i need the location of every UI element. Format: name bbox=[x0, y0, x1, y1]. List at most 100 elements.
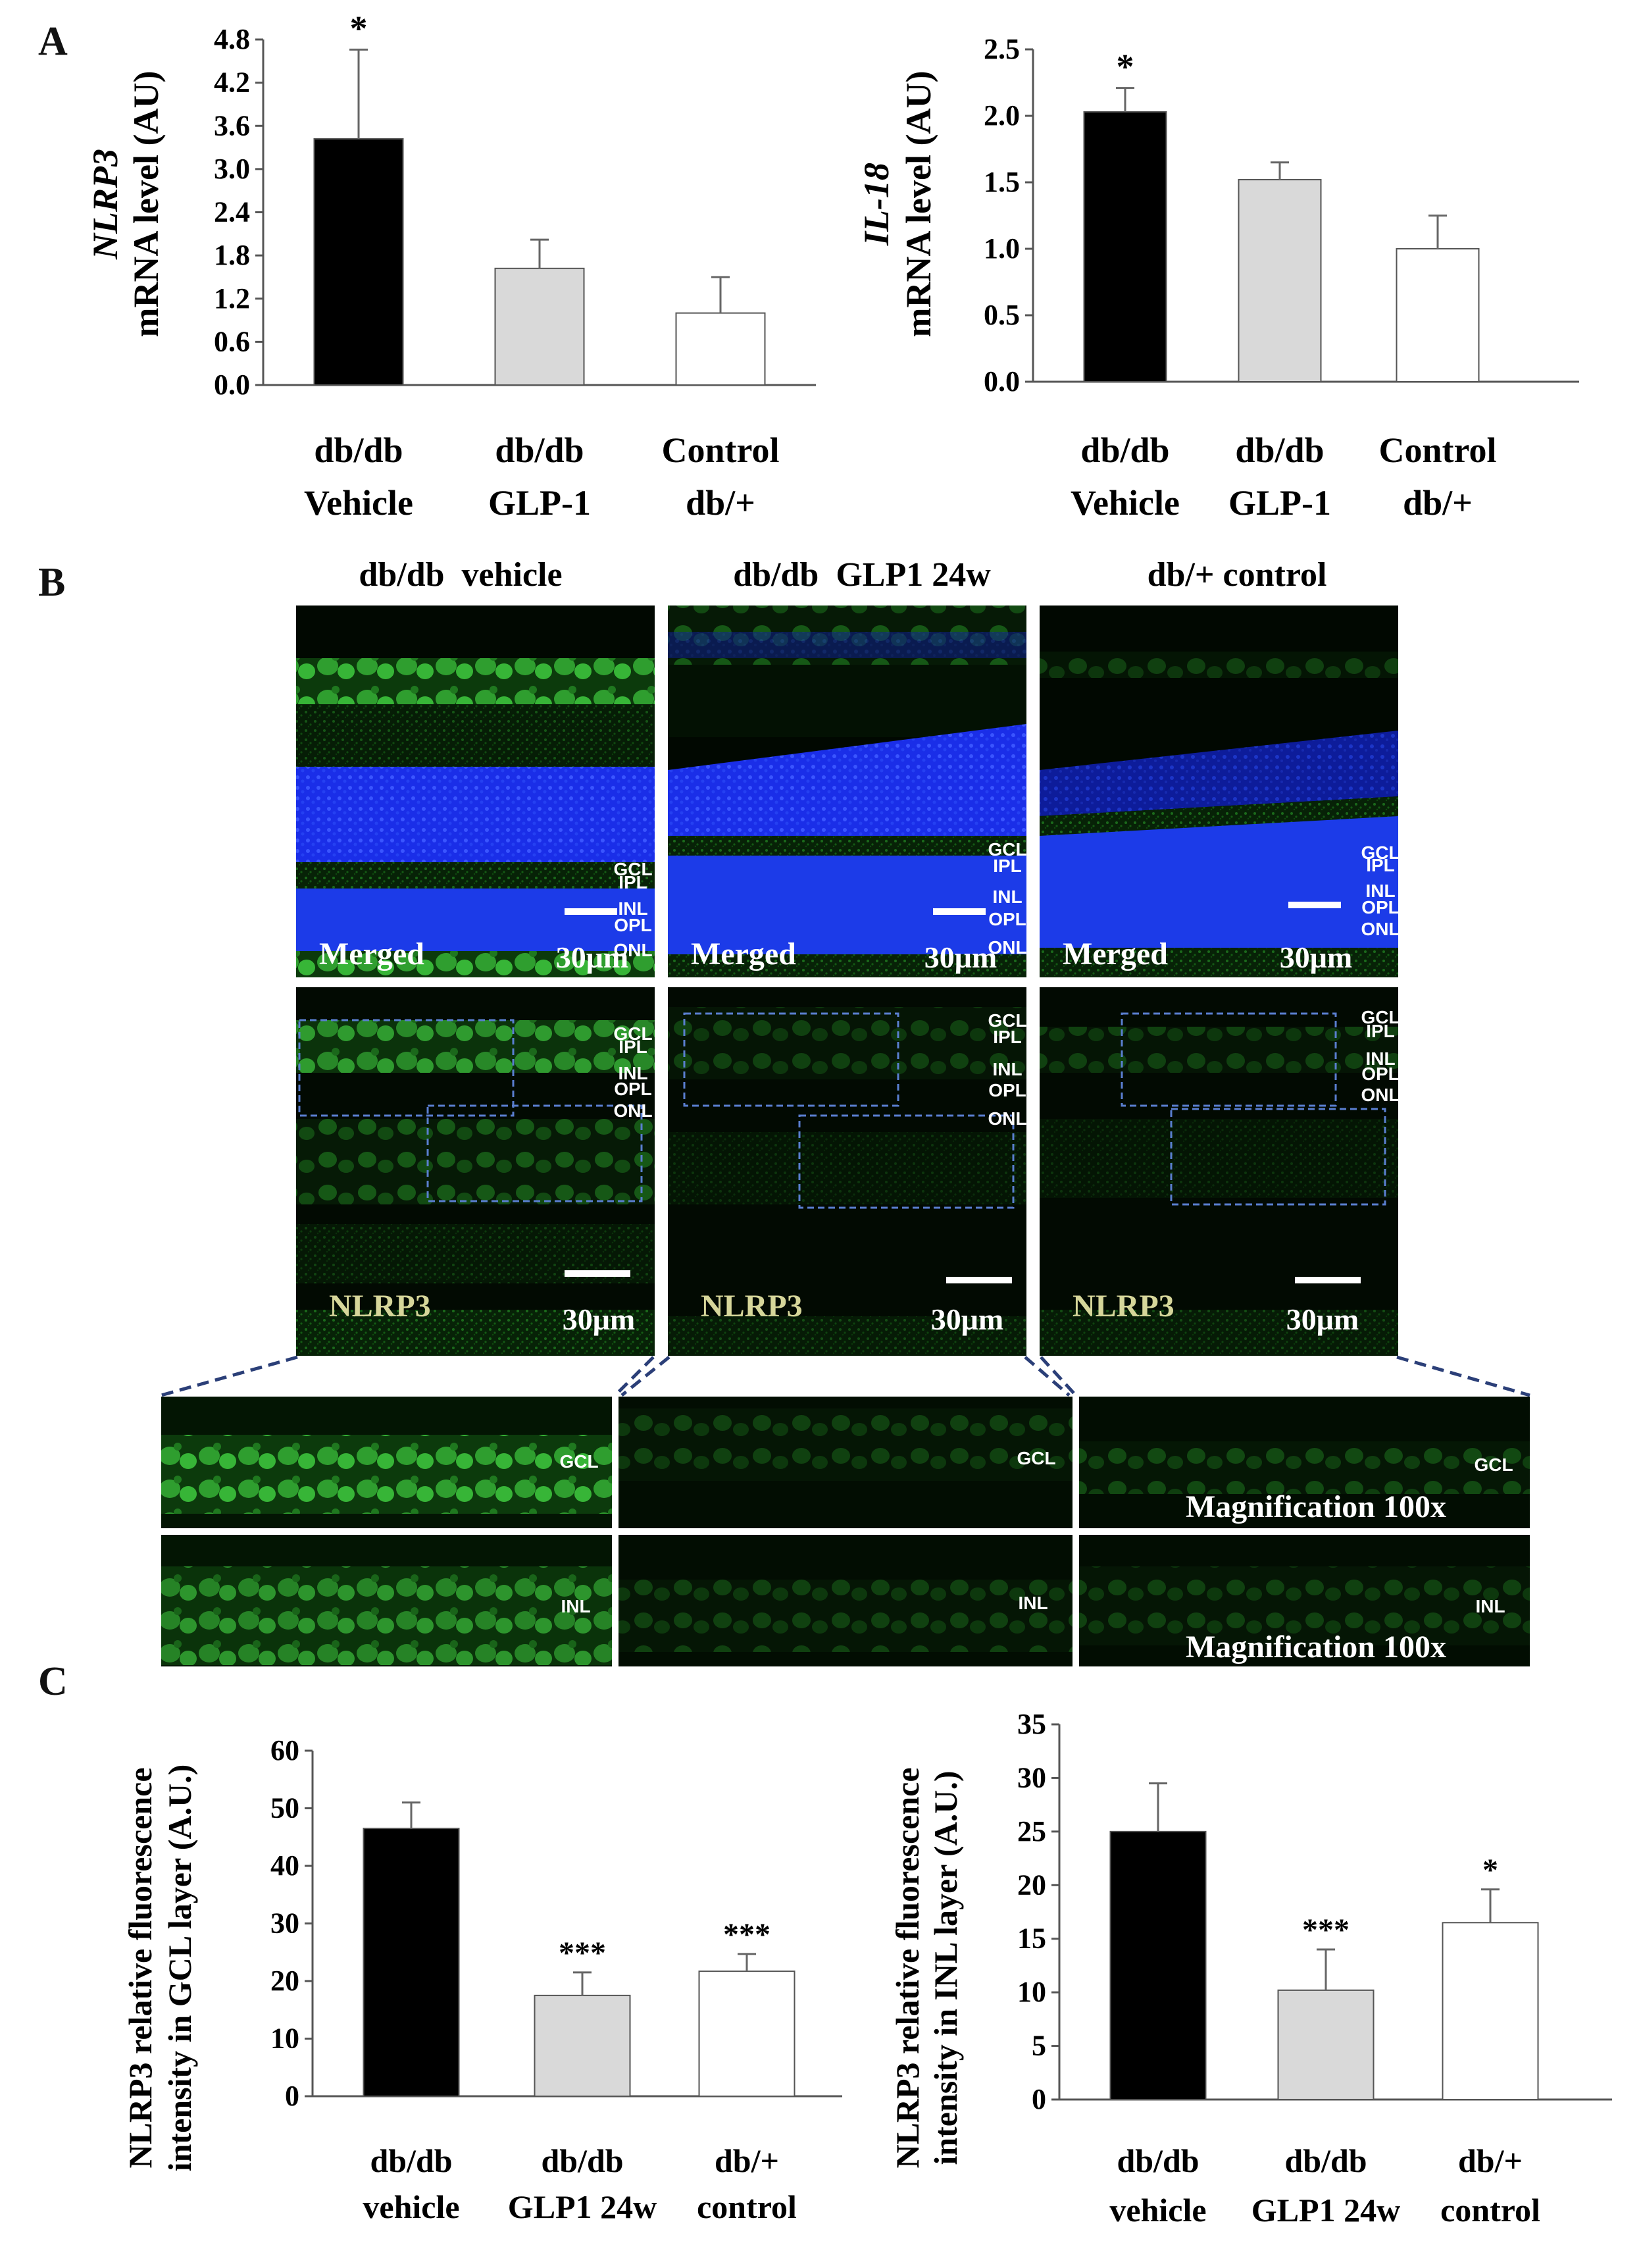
panel-letter-c: C bbox=[38, 1659, 68, 1704]
layer-label: INL bbox=[992, 1059, 1022, 1079]
y-tick-label: 30 bbox=[1017, 1761, 1046, 1793]
significance-marker: *** bbox=[559, 1936, 606, 1971]
y-tick-label: 0 bbox=[1032, 2083, 1046, 2115]
layer-label: ONL bbox=[613, 1100, 652, 1121]
category-label: control bbox=[697, 2188, 797, 2225]
category-label: db/+ bbox=[686, 483, 755, 523]
zoom-inl-vehicle bbox=[161, 1535, 612, 1666]
bar bbox=[698, 1971, 795, 2097]
category-label: db/db bbox=[1235, 430, 1324, 470]
category-label: db/db bbox=[1080, 430, 1169, 470]
layer-label: OPL bbox=[614, 1079, 652, 1099]
layer-label: INL bbox=[1365, 881, 1395, 901]
bar bbox=[675, 312, 766, 386]
layer-label: IPL bbox=[1366, 1021, 1395, 1041]
category-label: db/db bbox=[541, 2142, 623, 2179]
layer-label: GCL bbox=[1361, 1007, 1400, 1027]
nlrp3-label: NLRP3 bbox=[329, 1289, 431, 1324]
layer-label: GCL bbox=[988, 839, 1026, 860]
layer-label: OPL bbox=[614, 915, 652, 935]
bar bbox=[1396, 248, 1480, 382]
zoom-layer-label: INL bbox=[1475, 1596, 1505, 1616]
layer-label: ONL bbox=[1361, 1085, 1400, 1105]
y-tick-label: 1.8 bbox=[214, 239, 250, 271]
ylabel-line2: intensity in INL layer (A.U.) bbox=[927, 1770, 964, 2165]
layer-label: GCL bbox=[613, 1023, 652, 1044]
zoom-layer-label: GCL bbox=[559, 1451, 598, 1472]
zoom-inl-control bbox=[1079, 1535, 1530, 1666]
layer-label: IPL bbox=[993, 1027, 1022, 1047]
category-label: db/db bbox=[495, 430, 584, 470]
scale-bars bbox=[565, 902, 1361, 1283]
y-tick-label: 4.8 bbox=[214, 23, 250, 55]
column-title-glp1: db/db GLP1 24w bbox=[733, 556, 991, 594]
significance-marker: * bbox=[1482, 1853, 1498, 1888]
zoom-layer-label: GCL bbox=[1474, 1455, 1513, 1475]
column-title-vehicle: db/db vehicle bbox=[359, 556, 562, 594]
ylabel-line1: NLRP3 relative fluorescence bbox=[122, 1767, 159, 2168]
y-tick-label: 3.0 bbox=[214, 153, 250, 185]
bar bbox=[1277, 1989, 1375, 2100]
merged-image-vehicle bbox=[296, 606, 655, 977]
y-tick-label: 4.2 bbox=[214, 66, 250, 99]
category-label: GLP1 24w bbox=[1251, 2192, 1400, 2229]
y-tick-label: 0.0 bbox=[214, 369, 250, 401]
nlrp3-image-glp1 bbox=[668, 987, 1026, 1356]
nlrp3-label: NLRP3 bbox=[701, 1289, 803, 1324]
layer-label: OPL bbox=[1361, 897, 1400, 917]
nlrp3-image-control bbox=[1040, 987, 1398, 1356]
ylabel-line2: intensity in GCL layer (A.U.) bbox=[161, 1765, 198, 2172]
merged-label: Merged bbox=[691, 937, 796, 971]
bar bbox=[363, 1828, 460, 2097]
category-label: GLP1 24w bbox=[508, 2188, 657, 2225]
y-tick-label: 0.5 bbox=[984, 299, 1020, 331]
scale-bar-label: 30μm bbox=[924, 941, 997, 974]
chart-inl-fluorescence: NLRP3 relative fluorescence intensity in… bbox=[889, 1708, 1612, 2229]
bar bbox=[1238, 178, 1322, 383]
category-label: db/+ bbox=[715, 2142, 779, 2179]
category-label: db/db bbox=[314, 430, 403, 470]
layer-label: GCL bbox=[613, 859, 652, 879]
panel-letter-b: B bbox=[38, 560, 66, 605]
y-tick-label: 2.5 bbox=[984, 33, 1020, 65]
y-tick-label: 0 bbox=[285, 2080, 299, 2112]
layer-label: INL bbox=[1365, 1048, 1395, 1069]
plot-area: 0 5 10 15 20 25 30 35 db/db vehicle *** db/db GLP1 2… bbox=[1017, 1708, 1612, 2229]
significance-marker: * bbox=[350, 13, 368, 48]
category-label: db/db bbox=[1284, 2142, 1367, 2179]
scale-bar-label: 30μm bbox=[1286, 1302, 1359, 1336]
ylabel: mRNA level (AU) bbox=[899, 71, 938, 338]
y-tick-label: 1.5 bbox=[984, 166, 1020, 198]
category-label: Control bbox=[661, 430, 779, 470]
y-tick-label: 25 bbox=[1017, 1815, 1046, 1847]
y-tick-label: 30 bbox=[270, 1907, 299, 1940]
layer-label: INL bbox=[618, 898, 647, 919]
bar bbox=[313, 138, 404, 386]
category-label: vehicle bbox=[363, 2188, 459, 2225]
y-tick-label: 10 bbox=[1017, 1976, 1046, 2008]
layer-label: GCL bbox=[988, 1010, 1026, 1031]
layer-label: ONL bbox=[1361, 919, 1400, 939]
category-label: Vehicle bbox=[1071, 483, 1180, 523]
y-tick-label: 1.2 bbox=[214, 282, 250, 315]
bar bbox=[1083, 111, 1167, 382]
merged-label: Merged bbox=[1063, 937, 1168, 971]
category-label: GLP-1 bbox=[488, 483, 591, 523]
merged-label: Merged bbox=[319, 937, 424, 971]
y-tick-label: 1.0 bbox=[984, 232, 1020, 265]
merged-image-glp1 bbox=[668, 606, 1026, 977]
y-tick-label: 15 bbox=[1017, 1922, 1046, 1955]
zoom-gcl-glp1 bbox=[619, 1397, 1073, 1528]
y-tick-label: 20 bbox=[1017, 1869, 1046, 1901]
zoom-layer-label: GCL bbox=[1017, 1448, 1055, 1468]
zoom-layer-label: INL bbox=[561, 1596, 590, 1616]
scale-bar-label: 30μm bbox=[1280, 941, 1352, 974]
chart-nlrp3-mrna: NLRP3 mRNA level (AU) 0.0 0.6 1.2 1.8 2.4 3.0… bbox=[86, 13, 816, 523]
y-tick-label: 2.0 bbox=[984, 99, 1020, 132]
significance-marker: *** bbox=[1302, 1913, 1350, 1947]
y-tick-label: 10 bbox=[270, 2023, 299, 2055]
y-tick-label: 3.6 bbox=[214, 109, 250, 142]
magnification-label: Magnification 100x bbox=[1186, 1489, 1446, 1524]
chart-il18-mrna: IL-18 mRNA level (AU) 0.0 0.5 1.0 1.5 2.0 2.5… bbox=[857, 33, 1579, 523]
zoom-inl-glp1 bbox=[619, 1535, 1073, 1666]
